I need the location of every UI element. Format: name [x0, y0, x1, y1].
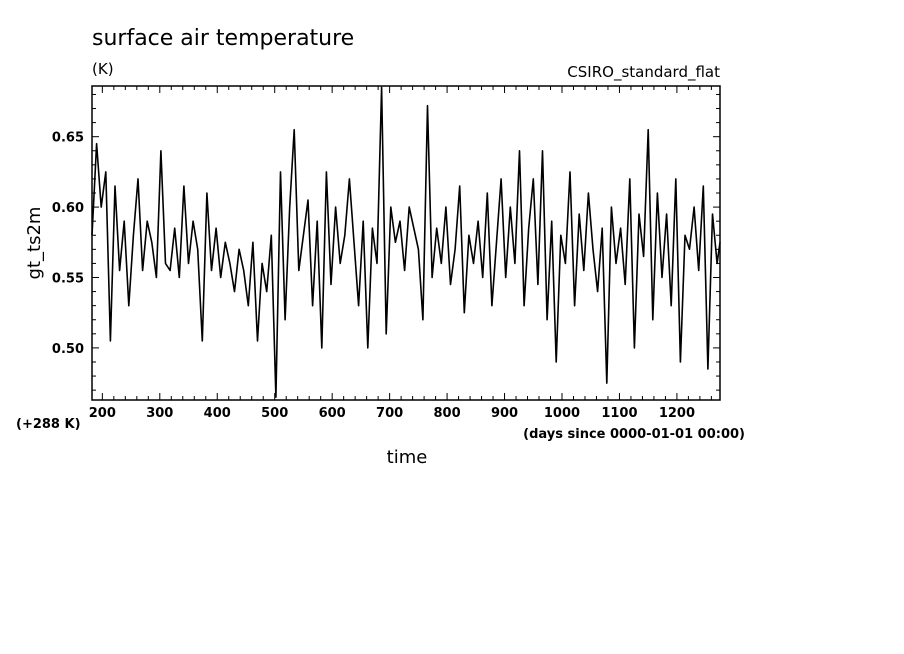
x-tick-label: 600 [319, 406, 346, 421]
x-tick-label: 800 [434, 406, 461, 421]
x-tick-label: 500 [261, 406, 288, 421]
x-axis-label: time [387, 447, 428, 468]
x-tick-label: 400 [204, 406, 231, 421]
series-line [91, 86, 721, 399]
series-group [91, 86, 721, 399]
y-offset-label: (+288 K) [16, 417, 81, 432]
x-tick-label: 1000 [544, 406, 580, 421]
x-tick-label: 700 [376, 406, 403, 421]
x-tick-label: 200 [89, 406, 116, 421]
experiment-label: CSIRO_standard_flat [567, 63, 720, 82]
x-tick-label: 300 [146, 406, 173, 421]
x-tick-label: 1200 [659, 406, 695, 421]
x-tick-label: 1100 [601, 406, 637, 421]
y-tick-label: 0.50 [52, 342, 84, 357]
x-tick-label: 900 [491, 406, 518, 421]
y-tick-label: 0.55 [52, 271, 84, 286]
x-units-label: (days since 0000-01-01 00:00) [523, 427, 745, 442]
units-label: (K) [92, 60, 114, 78]
y-tick-label: 0.65 [52, 131, 84, 146]
chart-title: surface air temperature [92, 26, 354, 51]
y-tick-label: 0.60 [52, 201, 84, 216]
y-axis-label: gt_ts2m [24, 207, 45, 280]
y-axis-ticks: 0.50 0.55 0.60 0.65 [52, 93, 720, 391]
x-axis-ticks: 200 300 400 500 600 700 800 900 1000 1100 1200 [89, 86, 712, 421]
